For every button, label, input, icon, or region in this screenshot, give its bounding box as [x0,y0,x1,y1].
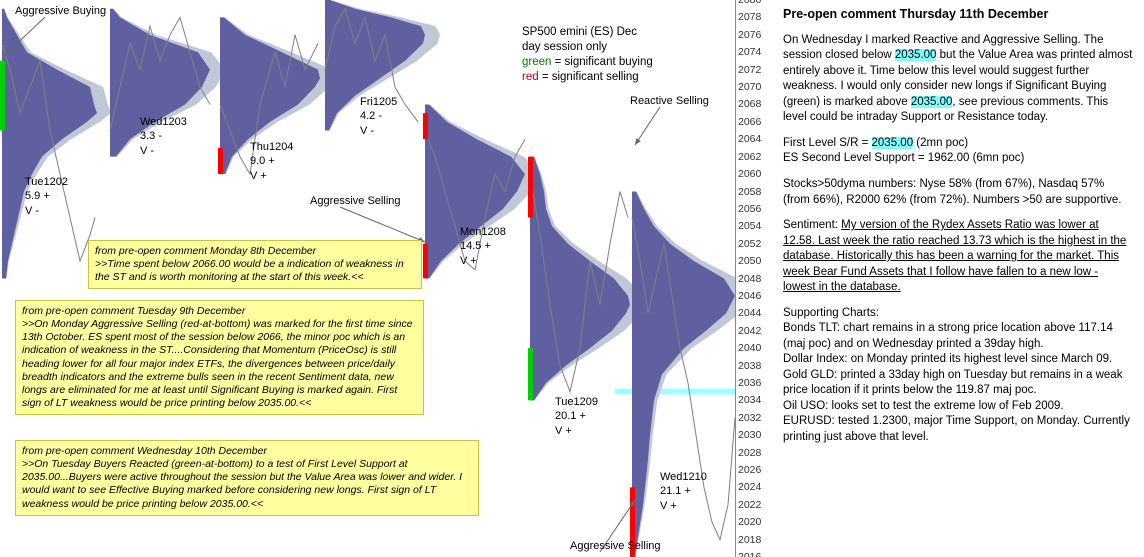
day-label-fri1205: Fri12054.2 -V - [360,95,397,138]
day-label-mon1208: Mon120814.5 +V + [460,225,506,268]
note-box: from pre-open comment Monday 8th Decembe… [88,240,422,289]
day-label-wed1210: Wed121021.1 +V + [660,470,707,513]
y-tick: 2064 [738,133,761,145]
y-tick: 2028 [738,447,761,459]
y-tick: 2072 [738,64,761,76]
y-tick: 2026 [738,464,761,476]
text: EURUSD: tested 1.2300, major Time Suppor… [783,415,1130,443]
day-label-thu1204: Thu12049.0 +V + [250,140,293,183]
annotation-label: Aggressive Selling [570,540,661,552]
text: ES Second Level Support = 1962.00 (6mn p… [783,152,1024,164]
text: Sentiment: [783,219,841,231]
y-tick: 2018 [738,534,761,546]
commentary-para-4: Sentiment: My version of the Rydex Asset… [783,218,1133,296]
y-tick: 2034 [738,394,761,406]
y-tick: 2074 [738,46,761,58]
annotation-label: Reactive Selling [630,95,709,107]
text: Gold GLD: printed a 33day high on Tuesda… [783,369,1122,397]
y-tick: 2038 [738,360,761,372]
y-tick: 2076 [738,29,761,41]
y-tick: 2054 [738,220,761,232]
y-tick: 2070 [738,81,761,93]
commentary-para-2: First Level S/R = 2035.00 (2mn poc) ES S… [783,136,1133,167]
sig-buy-bar [0,61,5,131]
annotation-arrow [635,107,660,145]
y-tick: 2050 [738,255,761,267]
y-tick: 2062 [738,151,761,163]
note-box: from pre-open comment Wednesday 10th Dec… [15,440,479,516]
y-tick: 2042 [738,325,761,337]
profile-tue1202 [2,9,97,279]
y-tick: 2040 [738,342,761,354]
y-tick: 2068 [738,98,761,110]
y-tick: 2016 [738,551,761,557]
sig-sell-bar [528,157,533,218]
text: First Level S/R = [783,137,872,149]
y-tick: 2044 [738,307,761,319]
y-tick: 2032 [738,412,761,424]
y-tick: 2078 [738,11,761,23]
text: Bonds TLT: chart remains in a strong pri… [783,322,1113,350]
y-tick: 2046 [738,290,761,302]
y-tick: 2058 [738,186,761,198]
day-label-wed1203: Wed12033.3 -V - [140,115,187,158]
y-tick: 2022 [738,499,761,511]
annotation-arrow [340,207,425,242]
annotation-label: Aggressive Selling [310,195,401,207]
text: Oil USO: looks set to test the extreme l… [783,400,1064,412]
sig-sell-bar [423,113,428,139]
text: Dollar Index: on Monday printed its high… [783,353,1112,365]
text: Supporting Charts: [783,307,879,319]
commentary-panel: Pre-open comment Thursday 11th December … [783,6,1133,551]
highlight-level: 2035.00 [872,137,914,149]
day-label-tue1209: Tue120920.1 +V + [555,395,598,438]
sig-buy-bar [528,348,533,400]
note-box: from pre-open comment Tuesday 9th Decemb… [15,300,424,415]
day-label-tue1202: Tue12025.9 +V - [25,175,68,218]
annotation-label: Aggressive Buying [15,5,106,17]
y-tick: 2024 [738,481,761,493]
y-tick: 2060 [738,168,761,180]
highlight-level: 2035.00 [895,49,937,61]
sig-sell-bar [218,148,223,174]
y-tick: 2052 [738,238,761,250]
chart-title: SP500 emini (ES) Decday session onlygree… [522,25,653,85]
y-tick: 2048 [738,273,761,285]
y-tick: 2030 [738,429,761,441]
commentary-title: Pre-open comment Thursday 11th December [783,6,1133,23]
commentary-para-3: Stocks>50dyma numbers: Nyse 58% (from 67… [783,177,1133,208]
text: (2mn poc) [913,137,968,149]
y-tick: 2066 [738,116,761,128]
y-axis: 2016 2018 2020 2022 2024 2026 2028 2030 2032 2034… [735,0,776,557]
commentary-para-1: On Wednesday I marked Reactive and Aggre… [783,33,1133,126]
chart-area: Tue12025.9 +V - Wed12033.3 -V - Thu12049.0… [0,0,735,557]
y-tick: 2036 [738,377,761,389]
y-tick: 2056 [738,203,761,215]
commentary-para-5: Supporting Charts: Bonds TLT: chart rema… [783,306,1133,446]
highlight-level: 2035.00 [911,96,953,108]
y-tick: 2020 [738,516,761,528]
sig-sell-bar [423,244,428,279]
y-tick: 2080 [738,0,761,6]
